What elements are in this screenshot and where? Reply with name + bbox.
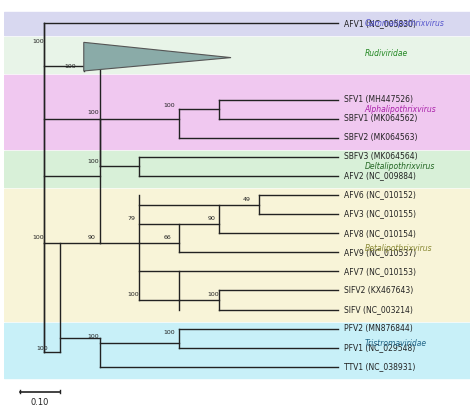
Text: 100: 100 xyxy=(32,235,44,240)
Text: AFV2 (NC_009884): AFV2 (NC_009884) xyxy=(345,171,416,180)
Text: AFV6 (NC_010152): AFV6 (NC_010152) xyxy=(345,190,416,199)
Text: SBFV2 (MK064563): SBFV2 (MK064563) xyxy=(345,133,418,142)
Text: SBFV1 (MK064562): SBFV1 (MK064562) xyxy=(345,114,418,123)
Text: 100: 100 xyxy=(36,346,47,351)
Text: 79: 79 xyxy=(128,216,136,221)
Text: 100: 100 xyxy=(32,39,44,44)
Bar xyxy=(4,323,470,378)
Text: 100: 100 xyxy=(128,292,139,297)
Polygon shape xyxy=(84,42,231,71)
Text: 100: 100 xyxy=(88,110,100,115)
Text: SBFV3 (MK064564): SBFV3 (MK064564) xyxy=(345,152,418,162)
Text: AFV1 (NC_005830): AFV1 (NC_005830) xyxy=(345,19,417,28)
Text: TTV1 (NC_038931): TTV1 (NC_038931) xyxy=(345,362,416,371)
Text: 100: 100 xyxy=(207,292,219,297)
Text: Deltalipothrixvirus: Deltalipothrixvirus xyxy=(365,162,435,171)
Bar xyxy=(4,12,470,35)
Text: AFV8 (NC_010154): AFV8 (NC_010154) xyxy=(345,229,416,238)
Bar xyxy=(4,151,470,187)
Bar xyxy=(4,75,470,149)
Text: 66: 66 xyxy=(164,235,171,240)
Text: 90: 90 xyxy=(207,216,215,221)
Text: Rudiviridae: Rudiviridae xyxy=(365,49,408,58)
Text: Tristromaviridae: Tristromaviridae xyxy=(365,339,427,349)
Text: 100: 100 xyxy=(88,334,100,339)
Text: Alphalipothrixvirus: Alphalipothrixvirus xyxy=(365,105,436,114)
Text: 100: 100 xyxy=(88,159,100,164)
Text: 100: 100 xyxy=(64,64,75,69)
Text: SFV1 (MH447526): SFV1 (MH447526) xyxy=(345,95,413,104)
Text: PFV2 (MN876844): PFV2 (MN876844) xyxy=(345,324,413,333)
Text: AFV3 (NC_010155): AFV3 (NC_010155) xyxy=(345,210,417,219)
Text: Betalipothrixvirus: Betalipothrixvirus xyxy=(365,244,432,253)
Bar xyxy=(4,37,470,73)
Text: 100: 100 xyxy=(164,330,175,335)
Text: SIFV (NC_003214): SIFV (NC_003214) xyxy=(345,305,413,314)
Text: AFV7 (NC_010153): AFV7 (NC_010153) xyxy=(345,267,417,276)
Text: 49: 49 xyxy=(243,197,251,202)
Text: 0.10: 0.10 xyxy=(31,398,49,407)
Text: 100: 100 xyxy=(164,103,175,108)
Text: 90: 90 xyxy=(88,235,96,240)
Text: Gammalipothrixvirus: Gammalipothrixvirus xyxy=(365,19,444,28)
Bar xyxy=(4,189,470,321)
Text: SIFV2 (KX467643): SIFV2 (KX467643) xyxy=(345,286,414,295)
Text: PFV1 (NC_029548): PFV1 (NC_029548) xyxy=(345,343,416,352)
Text: AFV9 (NC_010537): AFV9 (NC_010537) xyxy=(345,248,417,257)
